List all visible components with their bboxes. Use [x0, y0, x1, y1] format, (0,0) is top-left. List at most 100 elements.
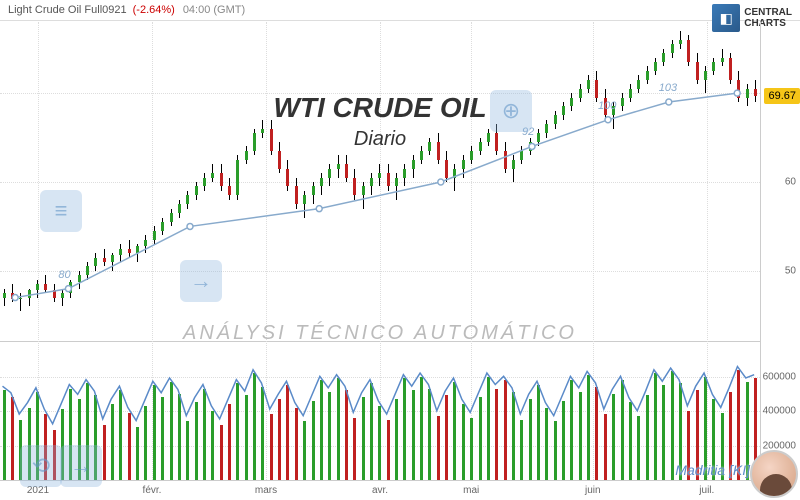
- volume-bar: [286, 385, 289, 480]
- watermark-icon: →: [60, 445, 102, 487]
- volume-bar: [637, 416, 640, 480]
- volume-bar: [111, 404, 114, 480]
- vol-y-tick: 600000: [763, 371, 796, 382]
- volume-bar: [512, 392, 515, 480]
- x-tick-label: juin: [585, 485, 601, 496]
- volume-bar: [437, 416, 440, 480]
- volume-bar: [570, 380, 573, 480]
- volume-bar: [370, 383, 373, 480]
- volume-bar: [629, 402, 632, 480]
- volume-bar: [654, 373, 657, 480]
- volume-bar: [420, 377, 423, 481]
- chart-header: Light Crude Oil Full0921 (-2.64%) 04:00 …: [0, 0, 800, 21]
- volume-bar: [412, 390, 415, 480]
- volume-bar: [487, 377, 490, 481]
- trend-point-label: 103: [659, 82, 677, 94]
- volume-bar: [245, 395, 248, 480]
- volume-bar: [453, 382, 456, 480]
- watermark-icon: ⊕: [490, 90, 532, 132]
- volume-bar: [144, 406, 147, 480]
- price-y-axis: 50607069.67: [760, 22, 800, 342]
- volume-bar: [403, 378, 406, 480]
- volume-bar: [621, 380, 624, 480]
- x-tick-label: févr.: [143, 485, 162, 496]
- watermark-icon: ≡: [40, 190, 82, 232]
- volume-bar: [136, 427, 139, 480]
- volume-bar: [470, 418, 473, 480]
- volume-bar: [178, 394, 181, 480]
- volume-bar: [445, 395, 448, 480]
- watermark-icon: ⟲: [20, 445, 62, 487]
- y-tick-label: 50: [785, 265, 796, 276]
- volume-bar: [253, 373, 256, 480]
- volume-bar: [337, 378, 340, 480]
- volume-bar: [495, 389, 498, 480]
- price-change: (-2.64%): [133, 4, 175, 16]
- volume-bar: [195, 402, 198, 480]
- volume-bar: [529, 399, 532, 480]
- volume-bar: [170, 382, 173, 480]
- x-tick-label: juil.: [699, 485, 714, 496]
- volume-bar: [520, 420, 523, 480]
- volume-bar: [11, 397, 14, 480]
- x-tick-label: avr.: [372, 485, 388, 496]
- instrument-name: Light Crude Oil Full0921: [8, 4, 127, 16]
- time-x-axis: 2021févr.marsavr.maijuinjuil.: [0, 480, 760, 500]
- volume-bar: [671, 371, 674, 480]
- volume-bar: [153, 385, 156, 480]
- volume-bar: [312, 401, 315, 480]
- volume-bar: [345, 390, 348, 480]
- volume-bar: [387, 420, 390, 480]
- volume-bar: [545, 408, 548, 480]
- current-price-badge: 69.67: [764, 88, 800, 104]
- author-avatar[interactable]: [750, 450, 798, 498]
- vol-y-tick: 400000: [763, 406, 796, 417]
- volume-bar: [186, 421, 189, 480]
- volume-bar: [295, 408, 298, 480]
- volume-bar: [562, 401, 565, 480]
- main-candlestick-chart[interactable]: 8092100103: [0, 22, 760, 342]
- volume-bar: [662, 385, 665, 480]
- watermark-icon: →: [180, 260, 222, 302]
- volume-bar: [612, 394, 615, 480]
- chart-area: 8092100103 50607069.67 20000040000060000…: [0, 22, 800, 500]
- volume-bar: [220, 425, 223, 480]
- trend-point-label: 80: [58, 269, 70, 281]
- volume-bar: [278, 399, 281, 480]
- volume-bar: [261, 387, 264, 480]
- volume-bar: [554, 421, 557, 480]
- volume-bar: [604, 414, 607, 480]
- volume-bar: [587, 375, 590, 480]
- volume-bar: [203, 389, 206, 480]
- volume-bar: [270, 414, 273, 480]
- volume-bar: [303, 421, 306, 480]
- volume-bar: [595, 387, 598, 480]
- volume-bar: [579, 392, 582, 480]
- volume-bar: [362, 397, 365, 480]
- timestamp: 04:00 (GMT): [183, 4, 245, 16]
- volume-bar: [646, 395, 649, 480]
- x-tick-label: mai: [463, 485, 479, 496]
- author-signature: Madritia [KI]: [675, 462, 750, 478]
- volume-bar: [428, 389, 431, 480]
- volume-bar: [103, 425, 106, 480]
- volume-bar: [236, 383, 239, 480]
- volume-bar: [320, 380, 323, 480]
- volume-bar: [211, 411, 214, 480]
- volume-bar: [3, 390, 6, 480]
- volume-bar: [537, 385, 540, 480]
- vol-y-tick: 200000: [763, 440, 796, 451]
- volume-bar: [119, 390, 122, 480]
- volume-bar: [353, 418, 356, 480]
- volume-bar: [228, 404, 231, 480]
- volume-bar: [328, 392, 331, 480]
- volume-bar: [395, 399, 398, 480]
- volume-bar: [479, 397, 482, 480]
- x-tick-label: mars: [255, 485, 277, 496]
- volume-bar-chart[interactable]: [0, 342, 760, 480]
- y-tick-label: 60: [785, 177, 796, 188]
- volume-bar: [378, 406, 381, 480]
- volume-bar: [462, 404, 465, 480]
- trend-point-label: 100: [598, 100, 616, 112]
- volume-bar: [128, 413, 131, 480]
